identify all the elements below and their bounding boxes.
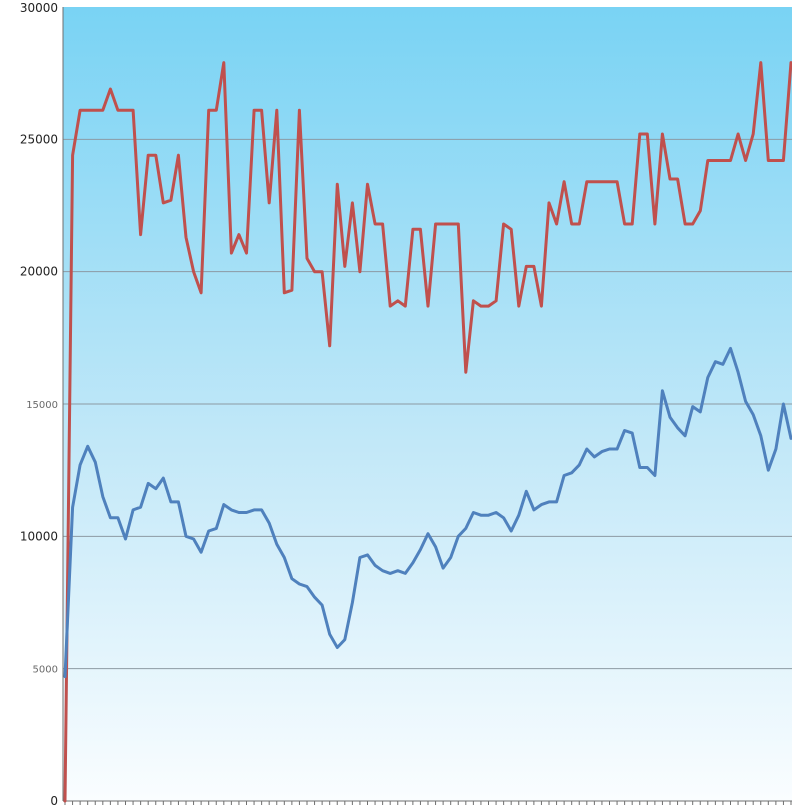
y-tick-label: 0 (50, 794, 58, 807)
y-tick-label: 20000 (20, 265, 58, 279)
x-axis (62, 7, 792, 805)
series-line-2 (63, 346, 792, 679)
y-tick-label: 10000 (20, 529, 58, 543)
series-line-1 (63, 61, 792, 803)
y-tick-label: 5000 (33, 665, 58, 676)
y-axis-tick-labels: 0 5000 10000 15000 20000 25000 30000 (20, 1, 58, 807)
series-lines (63, 61, 792, 803)
y-tick-label: 15000 (26, 400, 58, 411)
y-tick-label: 30000 (20, 1, 58, 15)
y-tick-label: 25000 (20, 132, 58, 146)
